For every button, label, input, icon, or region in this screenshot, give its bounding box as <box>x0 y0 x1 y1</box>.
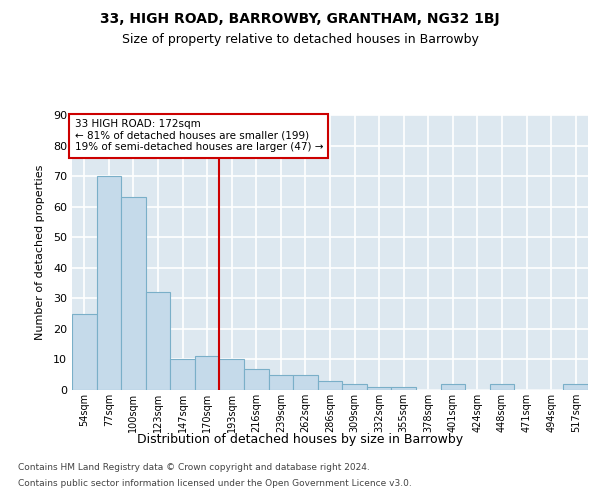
Bar <box>97 176 121 390</box>
Bar <box>170 360 195 390</box>
Text: Contains HM Land Registry data © Crown copyright and database right 2024.: Contains HM Land Registry data © Crown c… <box>18 462 370 471</box>
Bar <box>293 374 318 390</box>
Bar <box>440 384 465 390</box>
Y-axis label: Number of detached properties: Number of detached properties <box>35 165 44 340</box>
Bar <box>72 314 97 390</box>
Text: Distribution of detached houses by size in Barrowby: Distribution of detached houses by size … <box>137 432 463 446</box>
Text: Size of property relative to detached houses in Barrowby: Size of property relative to detached ho… <box>122 32 478 46</box>
Bar <box>367 387 391 390</box>
Text: Contains public sector information licensed under the Open Government Licence v3: Contains public sector information licen… <box>18 479 412 488</box>
Bar <box>269 374 293 390</box>
Text: 33, HIGH ROAD, BARROWBY, GRANTHAM, NG32 1BJ: 33, HIGH ROAD, BARROWBY, GRANTHAM, NG32 … <box>100 12 500 26</box>
Bar <box>342 384 367 390</box>
Bar <box>391 387 416 390</box>
Text: 33 HIGH ROAD: 172sqm
← 81% of detached houses are smaller (199)
19% of semi-deta: 33 HIGH ROAD: 172sqm ← 81% of detached h… <box>74 119 323 152</box>
Bar <box>146 292 170 390</box>
Bar <box>318 381 342 390</box>
Bar <box>563 384 588 390</box>
Bar <box>220 360 244 390</box>
Bar <box>195 356 220 390</box>
Bar <box>121 198 146 390</box>
Bar <box>244 368 269 390</box>
Bar <box>490 384 514 390</box>
